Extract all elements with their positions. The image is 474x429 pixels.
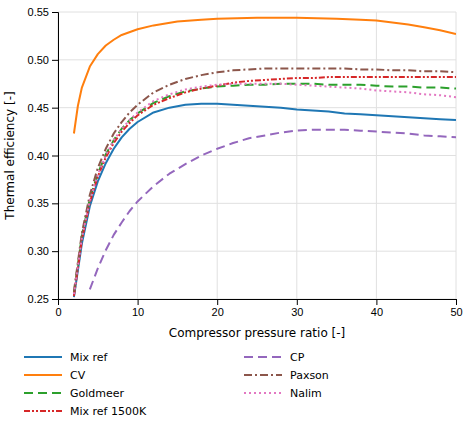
y-tick-mark: [52, 60, 58, 61]
x-tick-label: 10: [132, 306, 144, 318]
x-tick: 0: [55, 299, 61, 318]
x-tick: 10: [132, 299, 144, 318]
x-tick: 30: [291, 299, 303, 318]
y-tick: 0.45: [28, 102, 58, 114]
legend-swatch: [244, 374, 282, 376]
y-tick-mark: [52, 108, 58, 109]
series-line: [90, 130, 456, 290]
legend-item: CP: [244, 351, 305, 364]
y-axis: 0.25 0.30 0.35 0.40 0.45 0.50 0.55: [28, 6, 59, 305]
legend-label: Goldmeer: [70, 387, 125, 400]
y-tick-mark: [52, 251, 58, 252]
y-tick-label: 0.40: [28, 150, 49, 162]
x-tick-label: 50: [450, 306, 462, 318]
y-tick-label: 0.25: [28, 293, 49, 305]
y-tick: 0.50: [28, 54, 58, 66]
plot: 0 10 20 30 40 50 0.25 0.30 0.35 0.40 0.45 0.50 0.55 C…: [3, 6, 463, 340]
y-tick-label: 0.35: [28, 197, 49, 209]
legend-swatch: [24, 410, 62, 412]
legend-swatch: [24, 374, 62, 376]
x-tick: 50: [450, 299, 462, 318]
y-tick: 0.25: [28, 293, 58, 305]
legend-label: Paxson: [290, 369, 329, 382]
x-tick-label: 20: [212, 306, 224, 318]
legend-label: Mix ref: [70, 351, 109, 364]
y-tick-mark: [52, 299, 58, 300]
legend-item: Mix ref: [24, 351, 109, 364]
series-line: [74, 104, 456, 297]
x-tick: 40: [371, 299, 383, 318]
legend-label: Nalim: [290, 387, 322, 400]
grid: [58, 12, 456, 299]
y-tick-label: 0.50: [28, 54, 49, 66]
legend-item: Goldmeer: [24, 387, 125, 400]
series-line: [74, 84, 456, 294]
x-tick-label: 30: [291, 306, 303, 318]
x-axis-line: [59, 300, 457, 306]
y-tick-label: 0.30: [28, 245, 49, 257]
grid-line-y: [58, 251, 456, 252]
y-tick: 0.30: [28, 245, 58, 257]
legend-swatch: [24, 356, 62, 358]
legend-item: Mix ref 1500K: [24, 405, 147, 418]
y-axis-title: Thermal efficiency [-]: [3, 91, 17, 220]
x-axis: 0 10 20 30 40 50: [55, 299, 462, 318]
y-tick-label: 0.45: [28, 102, 49, 114]
x-tick-mark: [456, 299, 457, 305]
grid-line-y: [58, 155, 456, 156]
grid-line-y: [58, 12, 456, 13]
chart: 0 10 20 30 40 50 0.25 0.30 0.35 0.40 0.45 0.50 0.55 C…: [0, 0, 474, 429]
legend-label: CV: [70, 369, 86, 382]
x-tick-mark: [297, 299, 298, 305]
y-tick: 0.35: [28, 197, 58, 209]
legend-item: Paxson: [244, 369, 329, 382]
legend-swatch: [244, 392, 282, 394]
x-tick-mark: [217, 299, 218, 305]
legend-label: Mix ref 1500K: [70, 405, 147, 418]
series-line: [74, 68, 456, 291]
y-tick-mark: [52, 156, 58, 157]
legend-swatch: [24, 392, 62, 394]
x-tick-label: 0: [55, 306, 61, 318]
x-tick-mark: [376, 299, 377, 305]
y-tick: 0.55: [28, 6, 58, 18]
x-tick-mark: [138, 299, 139, 305]
grid-line-y: [58, 203, 456, 204]
y-tick: 0.40: [28, 150, 58, 162]
lines: [74, 18, 456, 297]
grid-line-y: [58, 59, 456, 60]
series-line: [74, 18, 456, 134]
x-tick-label: 40: [371, 306, 383, 318]
x-tick: 20: [212, 299, 224, 318]
legend-item: CV: [24, 369, 86, 382]
legend-label: CP: [290, 351, 305, 364]
y-axis-line: [52, 13, 59, 300]
y-tick-label: 0.55: [28, 6, 49, 18]
legend-swatch: [244, 356, 282, 358]
legend-item: Nalim: [244, 387, 322, 400]
grid-line-y: [58, 107, 456, 108]
series-line: [74, 84, 456, 294]
x-axis-title: Compressor pressure ratio [-]: [169, 326, 346, 340]
y-tick-mark: [52, 203, 58, 204]
legend: Mix ref CV Goldmeer Mix ref 1500K CP Paxson Na…: [24, 351, 329, 418]
y-tick-mark: [52, 12, 58, 13]
